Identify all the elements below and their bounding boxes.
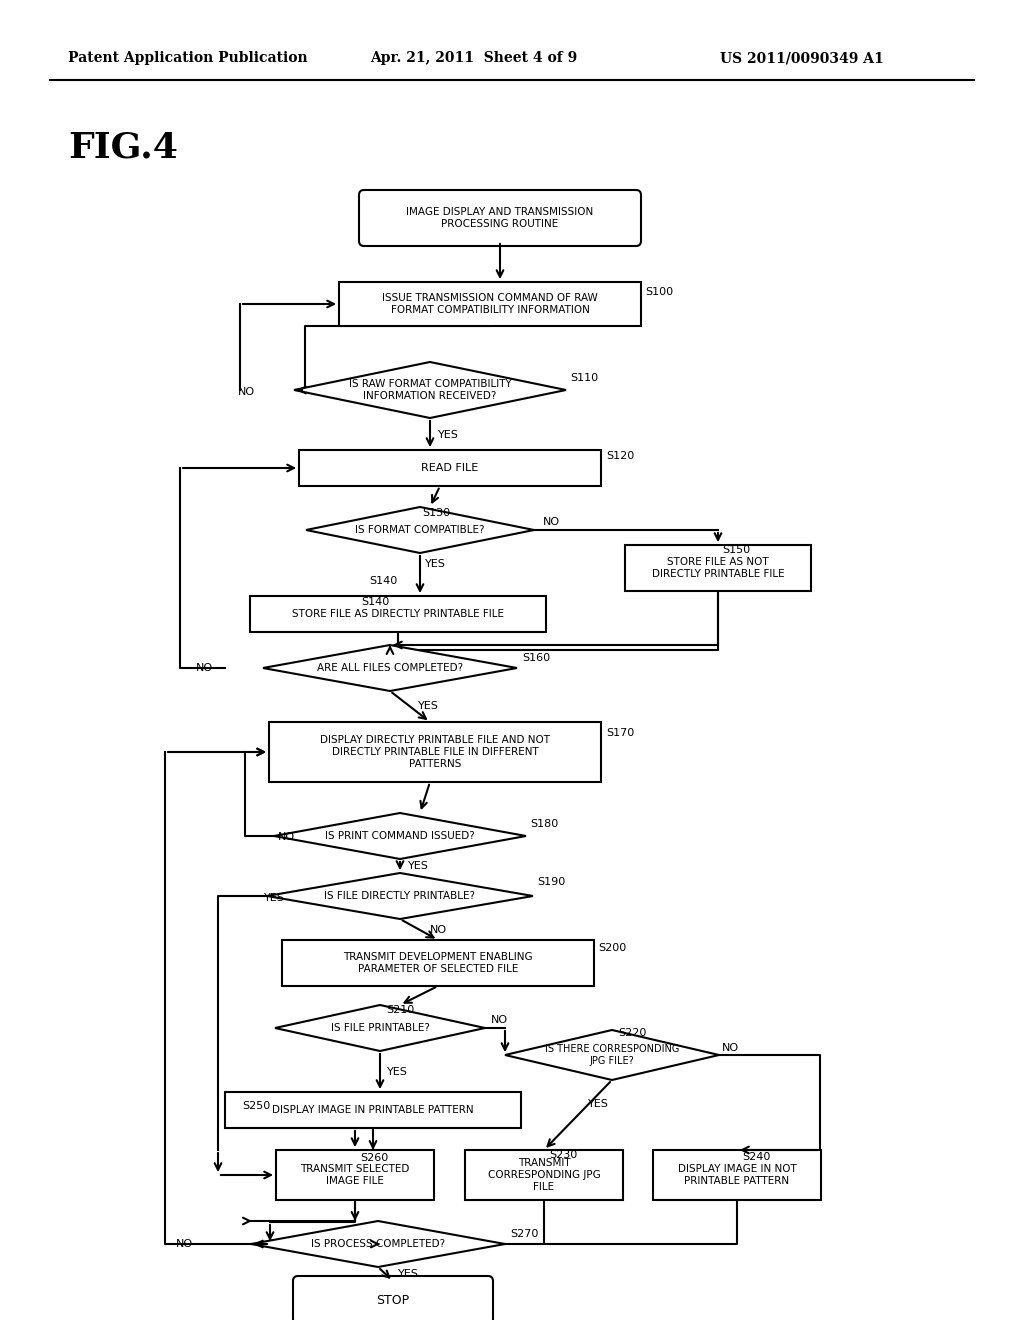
Text: S200: S200 bbox=[598, 942, 627, 953]
Text: YES: YES bbox=[408, 861, 429, 871]
Bar bbox=[465, 1150, 623, 1200]
Text: S250: S250 bbox=[242, 1101, 270, 1111]
Polygon shape bbox=[263, 645, 517, 690]
Polygon shape bbox=[306, 507, 534, 553]
FancyBboxPatch shape bbox=[293, 1276, 493, 1320]
FancyBboxPatch shape bbox=[359, 190, 641, 246]
Text: DISPLAY IMAGE IN PRINTABLE PATTERN: DISPLAY IMAGE IN PRINTABLE PATTERN bbox=[272, 1105, 474, 1115]
Text: S260: S260 bbox=[360, 1152, 388, 1163]
Text: YES: YES bbox=[398, 1269, 419, 1279]
Text: S240: S240 bbox=[742, 1152, 770, 1162]
Text: S140: S140 bbox=[370, 576, 398, 586]
Bar bbox=[276, 1150, 434, 1200]
Text: S270: S270 bbox=[510, 1229, 539, 1239]
Text: NO: NO bbox=[722, 1043, 739, 1053]
Text: ISSUE TRANSMISSION COMMAND OF RAW
FORMAT COMPATIBILITY INFORMATION: ISSUE TRANSMISSION COMMAND OF RAW FORMAT… bbox=[382, 293, 598, 315]
Text: IS FILE DIRECTLY PRINTABLE?: IS FILE DIRECTLY PRINTABLE? bbox=[325, 891, 475, 902]
Text: IS FORMAT COMPATIBLE?: IS FORMAT COMPATIBLE? bbox=[355, 525, 484, 535]
Bar bbox=[653, 1150, 821, 1200]
Text: IS FILE PRINTABLE?: IS FILE PRINTABLE? bbox=[331, 1023, 429, 1034]
Text: NO: NO bbox=[543, 517, 560, 527]
Text: READ FILE: READ FILE bbox=[421, 463, 478, 473]
Text: S140: S140 bbox=[361, 597, 390, 607]
Polygon shape bbox=[251, 1221, 505, 1267]
Bar bbox=[250, 597, 546, 632]
Text: S180: S180 bbox=[530, 818, 558, 829]
Text: Patent Application Publication: Patent Application Publication bbox=[68, 51, 307, 65]
Text: IS RAW FORMAT COMPATIBILITY
INFORMATION RECEIVED?: IS RAW FORMAT COMPATIBILITY INFORMATION … bbox=[348, 379, 511, 401]
Text: US 2011/0090349 A1: US 2011/0090349 A1 bbox=[720, 51, 884, 65]
Polygon shape bbox=[274, 813, 526, 859]
Polygon shape bbox=[275, 1005, 485, 1051]
Text: YES: YES bbox=[438, 430, 459, 440]
Text: STORE FILE AS DIRECTLY PRINTABLE FILE: STORE FILE AS DIRECTLY PRINTABLE FILE bbox=[292, 609, 504, 619]
Polygon shape bbox=[294, 362, 566, 418]
Text: S190: S190 bbox=[537, 876, 565, 887]
Polygon shape bbox=[267, 873, 534, 919]
Text: DISPLAY IMAGE IN NOT
PRINTABLE PATTERN: DISPLAY IMAGE IN NOT PRINTABLE PATTERN bbox=[678, 1164, 797, 1187]
Text: NO: NO bbox=[196, 663, 213, 673]
Text: NO: NO bbox=[176, 1239, 194, 1249]
Text: IS PRINT COMMAND ISSUED?: IS PRINT COMMAND ISSUED? bbox=[326, 832, 475, 841]
Text: IMAGE DISPLAY AND TRANSMISSION
PROCESSING ROUTINE: IMAGE DISPLAY AND TRANSMISSION PROCESSIN… bbox=[407, 207, 594, 230]
Text: YES: YES bbox=[588, 1100, 609, 1109]
Text: DISPLAY DIRECTLY PRINTABLE FILE AND NOT
DIRECTLY PRINTABLE FILE IN DIFFERENT
PAT: DISPLAY DIRECTLY PRINTABLE FILE AND NOT … bbox=[319, 735, 550, 770]
Text: YES: YES bbox=[264, 894, 285, 903]
Text: TRANSMIT
CORRESPONDING JPG
FILE: TRANSMIT CORRESPONDING JPG FILE bbox=[487, 1158, 600, 1192]
Bar bbox=[299, 450, 601, 486]
Text: ARE ALL FILES COMPLETED?: ARE ALL FILES COMPLETED? bbox=[317, 663, 463, 673]
Text: S230: S230 bbox=[549, 1150, 578, 1160]
Text: STORE FILE AS NOT
DIRECTLY PRINTABLE FILE: STORE FILE AS NOT DIRECTLY PRINTABLE FIL… bbox=[651, 557, 784, 579]
Bar bbox=[269, 722, 601, 781]
Text: YES: YES bbox=[387, 1067, 408, 1077]
Text: IS PROCESS COMPLETED?: IS PROCESS COMPLETED? bbox=[311, 1239, 445, 1249]
Text: S120: S120 bbox=[606, 451, 634, 461]
Text: NO: NO bbox=[238, 387, 255, 397]
Text: S150: S150 bbox=[722, 545, 751, 554]
Text: YES: YES bbox=[418, 701, 439, 711]
Text: S100: S100 bbox=[645, 286, 673, 297]
Text: STOP: STOP bbox=[377, 1294, 410, 1307]
Bar bbox=[625, 545, 811, 591]
Text: NO: NO bbox=[430, 925, 447, 935]
Text: NO: NO bbox=[490, 1015, 508, 1026]
Text: YES: YES bbox=[425, 558, 445, 569]
Bar bbox=[282, 940, 594, 986]
Text: S210: S210 bbox=[386, 1005, 415, 1015]
Text: IS THERE CORRESPONDING
JPG FILE?: IS THERE CORRESPONDING JPG FILE? bbox=[545, 1044, 679, 1065]
Text: S130: S130 bbox=[422, 508, 451, 517]
Text: S110: S110 bbox=[570, 374, 598, 383]
Text: TRANSMIT SELECTED
IMAGE FILE: TRANSMIT SELECTED IMAGE FILE bbox=[300, 1164, 410, 1187]
Text: TRANSMIT DEVELOPMENT ENABLING
PARAMETER OF SELECTED FILE: TRANSMIT DEVELOPMENT ENABLING PARAMETER … bbox=[343, 952, 532, 974]
Polygon shape bbox=[505, 1030, 719, 1080]
Text: S160: S160 bbox=[522, 653, 550, 663]
Text: S220: S220 bbox=[618, 1028, 646, 1038]
Text: Apr. 21, 2011  Sheet 4 of 9: Apr. 21, 2011 Sheet 4 of 9 bbox=[370, 51, 578, 65]
Bar bbox=[225, 1092, 521, 1129]
Text: NO: NO bbox=[278, 832, 295, 842]
Text: FIG.4: FIG.4 bbox=[68, 131, 178, 165]
Bar bbox=[339, 282, 641, 326]
Text: S170: S170 bbox=[606, 729, 634, 738]
